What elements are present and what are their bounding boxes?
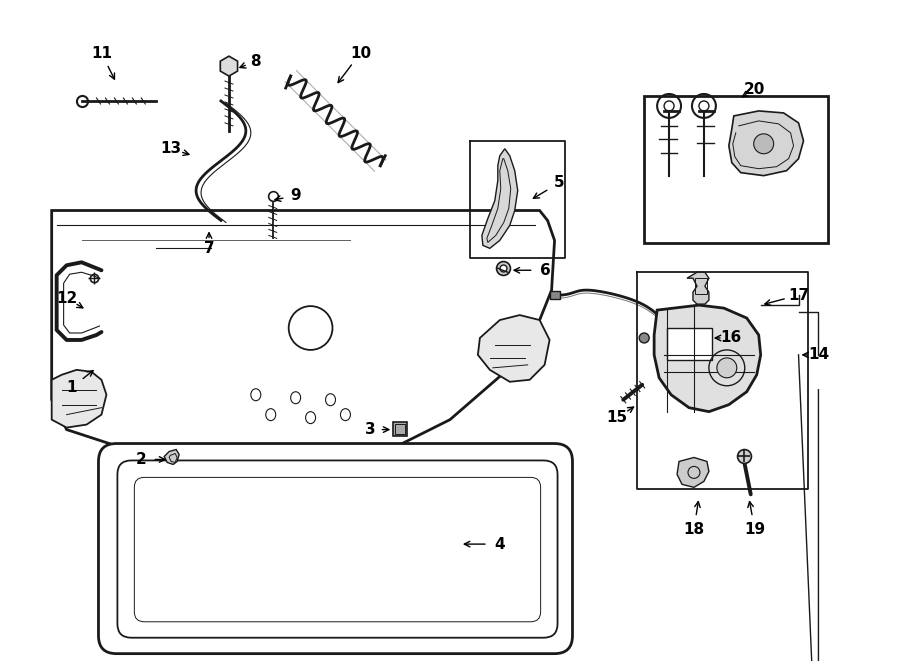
Circle shape — [717, 358, 737, 378]
Text: 10: 10 — [350, 46, 371, 61]
Text: 4: 4 — [494, 537, 505, 551]
Text: 3: 3 — [365, 422, 375, 437]
Text: 18: 18 — [683, 522, 705, 537]
Bar — [550, 291, 560, 299]
Polygon shape — [677, 457, 709, 487]
Bar — [395, 424, 405, 434]
Text: 8: 8 — [250, 54, 261, 69]
Text: 11: 11 — [91, 46, 112, 61]
Polygon shape — [729, 111, 804, 175]
Polygon shape — [482, 149, 517, 248]
Text: 15: 15 — [607, 410, 628, 425]
Text: 20: 20 — [744, 81, 765, 97]
Circle shape — [753, 134, 774, 154]
Text: 9: 9 — [291, 188, 301, 203]
Polygon shape — [654, 305, 760, 412]
Polygon shape — [687, 272, 709, 304]
Text: 6: 6 — [540, 263, 551, 278]
Polygon shape — [51, 211, 554, 455]
Bar — [644, 96, 828, 244]
Text: 5: 5 — [554, 175, 565, 190]
Text: 12: 12 — [56, 291, 77, 306]
Text: 19: 19 — [744, 522, 765, 537]
Polygon shape — [51, 370, 106, 428]
Text: 16: 16 — [720, 330, 742, 346]
Bar — [695, 278, 707, 294]
Text: 13: 13 — [160, 141, 182, 156]
Polygon shape — [220, 56, 238, 76]
Text: 17: 17 — [788, 288, 809, 303]
Polygon shape — [164, 449, 179, 465]
Text: 7: 7 — [203, 241, 214, 256]
Bar — [393, 422, 407, 436]
FancyBboxPatch shape — [98, 444, 572, 653]
Text: 14: 14 — [808, 348, 829, 362]
Text: 2: 2 — [136, 452, 147, 467]
Polygon shape — [478, 315, 550, 382]
Circle shape — [639, 333, 649, 343]
Bar — [667, 328, 712, 360]
Text: 1: 1 — [67, 380, 76, 395]
